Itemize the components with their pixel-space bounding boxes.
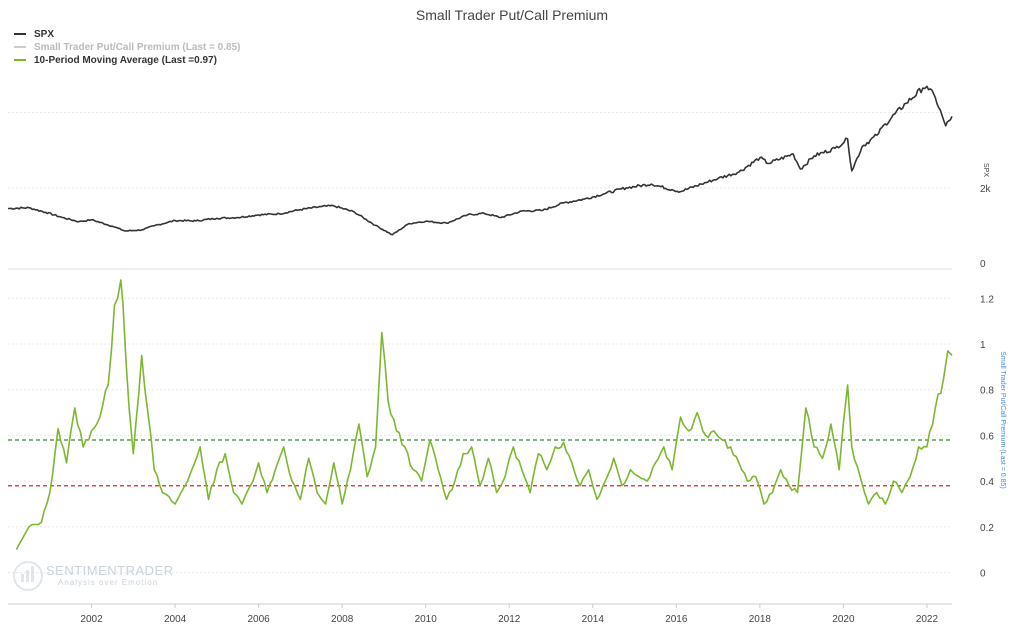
watermark-logo-icon — [13, 561, 43, 591]
lower-y-tick-label: 0.4 — [980, 477, 994, 488]
spx-line[interactable] — [8, 85, 953, 236]
watermark: SENTIMENTRADER Analysis over Emotion — [13, 561, 174, 591]
x-tick-label: 2004 — [164, 614, 187, 625]
lower-y-tick-label: 0 — [980, 569, 986, 580]
watermark-tagline: Analysis over Emotion — [58, 578, 158, 587]
legend[interactable]: SPX Small Trader Put/Call Premium (Last =… — [14, 29, 240, 66]
lower-gridlines — [8, 297, 952, 574]
lower-y-tick-label: 1.2 — [980, 294, 994, 305]
upper-y-axis-ticks: 2k 0 — [980, 184, 992, 270]
reference-lines — [8, 439, 952, 487]
x-tick-label: 2018 — [749, 614, 772, 625]
lower-y-tick-label: 1 — [980, 340, 986, 351]
x-tick-label: 2008 — [331, 614, 354, 625]
lower-y-tick-label: 0.8 — [980, 386, 994, 397]
lower-y-axis-title: Small Trader Put/Call Premium (Last = 0.… — [999, 351, 1006, 489]
chart-title: Small Trader Put/Call Premium — [416, 7, 608, 23]
x-tick-label: 2014 — [582, 614, 605, 625]
x-tick-label: 2020 — [832, 614, 855, 625]
lower-y-tick-label: 0.6 — [980, 431, 994, 442]
x-tick-label: 2016 — [665, 614, 688, 625]
spx-series-group — [8, 85, 953, 236]
legend-item-1[interactable]: Small Trader Put/Call Premium (Last = 0.… — [34, 42, 240, 53]
upper-gridlines — [8, 112, 952, 270]
legend-item-2[interactable]: 10-Period Moving Average (Last =0.97) — [34, 55, 217, 66]
legend-item-0[interactable]: SPX — [34, 29, 54, 40]
x-tick-label: 2022 — [916, 614, 939, 625]
x-tick-label: 2012 — [498, 614, 521, 625]
x-tick-label: 2010 — [415, 614, 438, 625]
upper-y-tick-label: 2k — [980, 184, 992, 195]
ma-series-group — [15, 279, 953, 551]
lower-y-tick-label: 0.2 — [980, 523, 994, 534]
watermark-brand: SENTIMENTRADER — [46, 563, 174, 578]
upper-y-axis-title: SPX — [982, 163, 989, 177]
x-tick-label: 2006 — [247, 614, 270, 625]
upper-y-tick-label: 0 — [980, 259, 986, 270]
x-tick-label: 2002 — [80, 614, 103, 625]
x-axis-ticks: 2002 2004 2006 2008 2010 2012 2014 2016 2018 2020… — [80, 604, 938, 625]
lower-y-axis-ticks: 0 0.2 0.4 0.6 0.8 1 1.2 — [980, 294, 994, 579]
moving-average-line[interactable] — [15, 279, 953, 551]
